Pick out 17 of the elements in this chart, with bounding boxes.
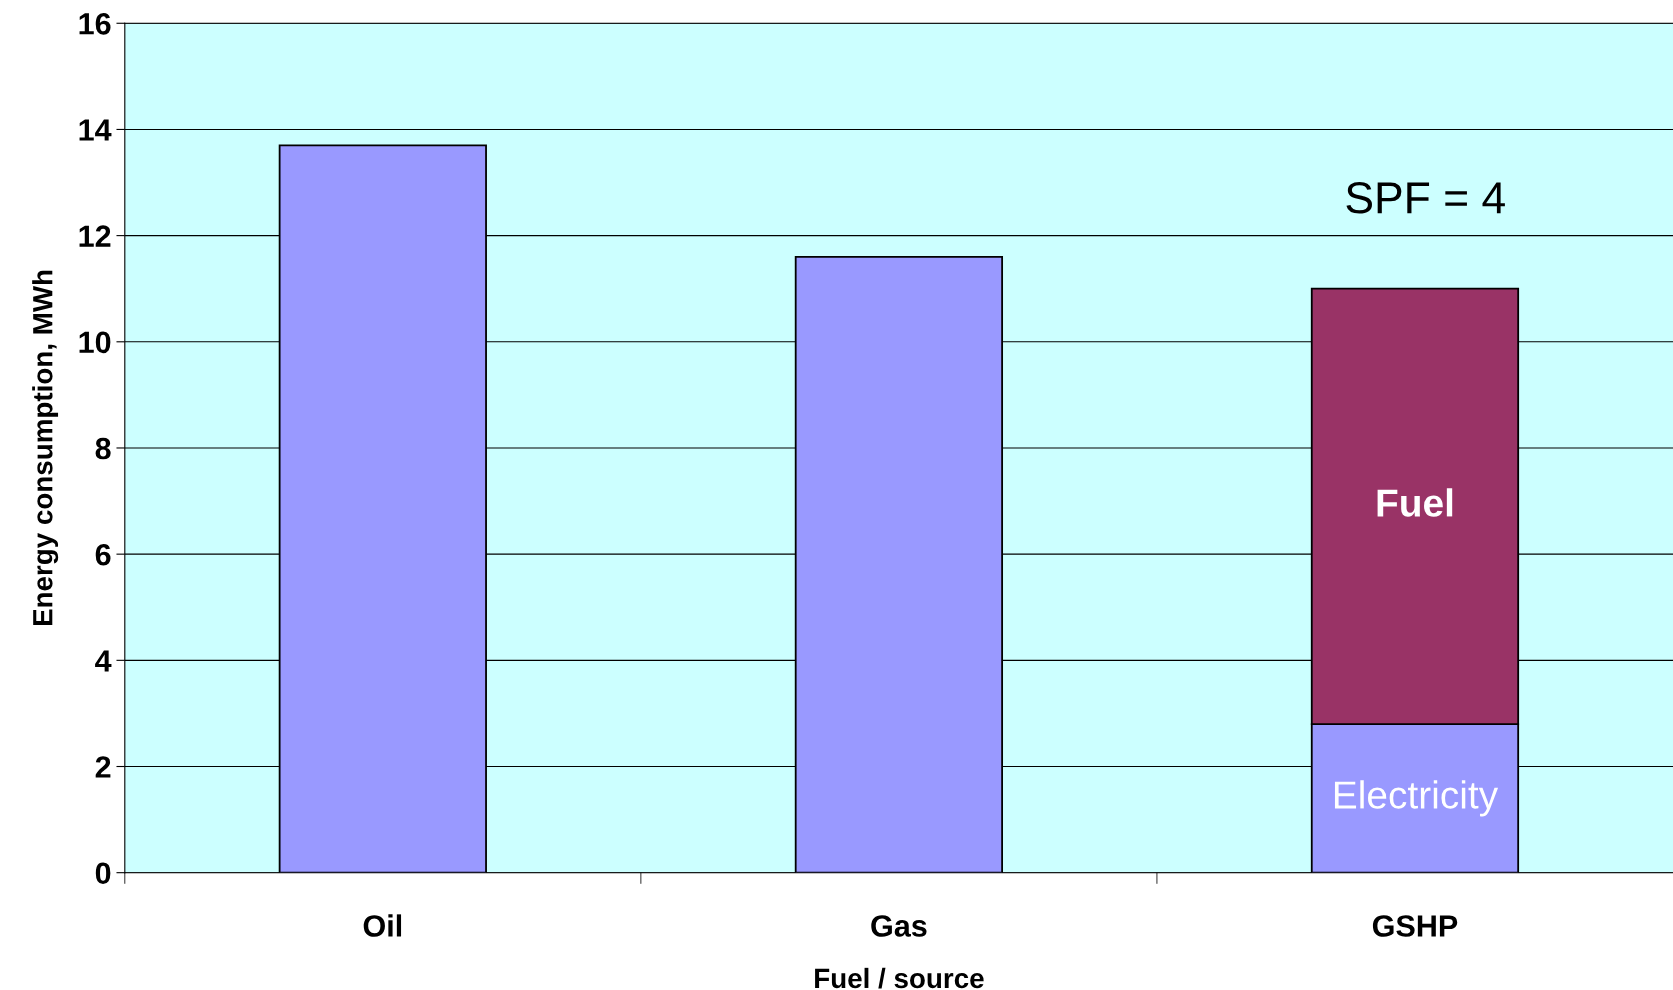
x-tick-label: Oil [363, 914, 402, 937]
y-tick-label: 0 [95, 862, 111, 885]
x-axis-title: Fuel / source [815, 967, 984, 989]
y-tick-label: 8 [95, 437, 111, 460]
series-label: Fuel [1377, 488, 1453, 517]
y-tick-label: 16 [79, 13, 111, 35]
y-tick-label: 10 [79, 331, 111, 354]
x-tick-label: GSHP [1372, 915, 1458, 937]
annotation: SPF = 4 [1346, 182, 1505, 214]
series-label: Electricity [1334, 780, 1499, 817]
y-axis-title: Energy consumption, MWh [32, 270, 59, 626]
y-tick-label: 6 [95, 543, 111, 566]
x-tick-label: Gas [871, 915, 927, 937]
y-tick-label: 14 [79, 119, 112, 141]
y-tick-label: 4 [95, 650, 112, 672]
y-tick-label: 12 [79, 225, 111, 247]
y-tick-label: 2 [95, 756, 111, 778]
